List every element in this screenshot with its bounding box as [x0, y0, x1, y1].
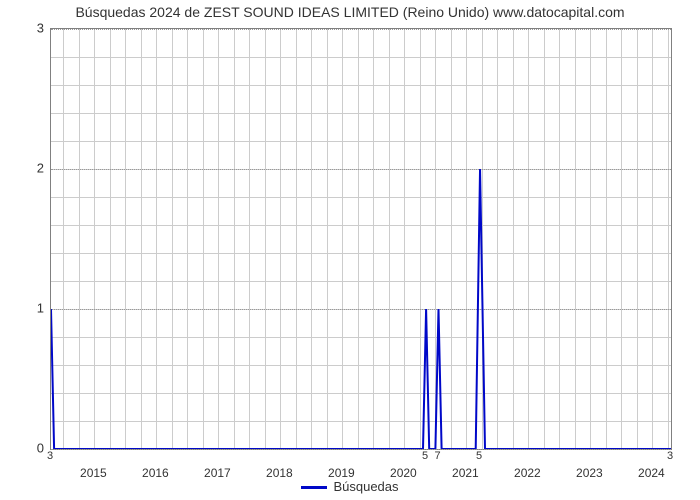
x-tick-label: 2023 [576, 466, 603, 480]
point-label: 3 [667, 450, 673, 462]
legend-swatch [301, 486, 327, 489]
x-tick-label: 2018 [266, 466, 293, 480]
x-tick-label: 2024 [638, 466, 665, 480]
point-label: 5 [476, 450, 482, 462]
chart-container: Búsquedas 2024 de ZEST SOUND IDEAS LIMIT… [0, 0, 700, 500]
point-label: 5 [422, 450, 428, 462]
y-tick-label: 3 [4, 21, 44, 36]
y-tick-label: 2 [4, 161, 44, 176]
legend-label: Búsquedas [333, 479, 398, 494]
series-line [51, 29, 671, 449]
point-label: 3 [47, 450, 53, 462]
plot-area [50, 28, 672, 450]
chart-title: Búsquedas 2024 de ZEST SOUND IDEAS LIMIT… [0, 4, 700, 20]
point-label: 7 [434, 450, 440, 462]
grid-major [51, 449, 671, 451]
y-tick-label: 1 [4, 301, 44, 316]
x-tick-label: 2020 [390, 466, 417, 480]
x-tick-label: 2016 [142, 466, 169, 480]
legend: Búsquedas [0, 479, 700, 494]
x-tick-label: 2022 [514, 466, 541, 480]
x-tick-label: 2017 [204, 466, 231, 480]
x-tick-label: 2021 [452, 466, 479, 480]
x-tick-label: 2019 [328, 466, 355, 480]
y-tick-label: 0 [4, 441, 44, 456]
x-tick-label: 2015 [80, 466, 107, 480]
